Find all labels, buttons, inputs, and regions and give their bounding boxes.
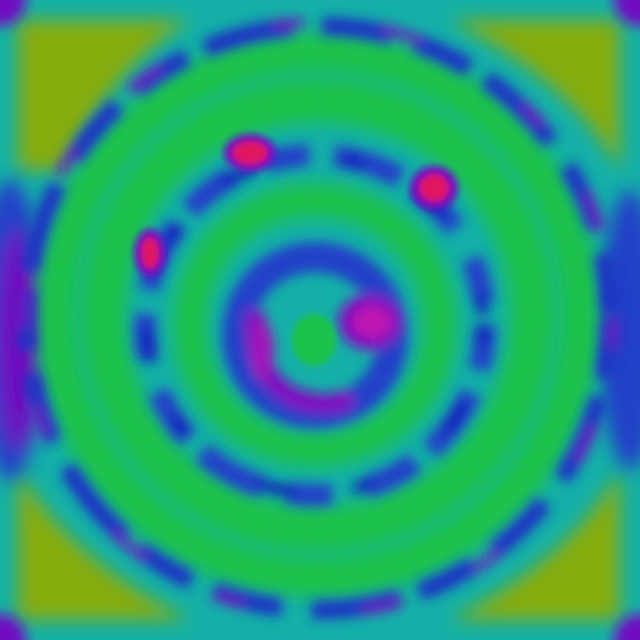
corner-wedge-bottom-left bbox=[18, 470, 190, 620]
corner-wedge-top-right bbox=[450, 20, 620, 170]
center-green-spot bbox=[292, 314, 336, 366]
inner-green-ring bbox=[173, 183, 457, 467]
main-green-ring bbox=[80, 77, 556, 553]
corner-wedge-bottom-right bbox=[450, 470, 620, 620]
outer-green-ring bbox=[36, 33, 600, 597]
corner-wedges bbox=[18, 20, 620, 620]
corner-wedge-top-left bbox=[18, 20, 190, 170]
middle-blue-ring bbox=[134, 144, 496, 506]
outer-dark-ring bbox=[17, 17, 619, 619]
inner-core bbox=[222, 242, 408, 428]
hot-spots bbox=[134, 134, 458, 277]
